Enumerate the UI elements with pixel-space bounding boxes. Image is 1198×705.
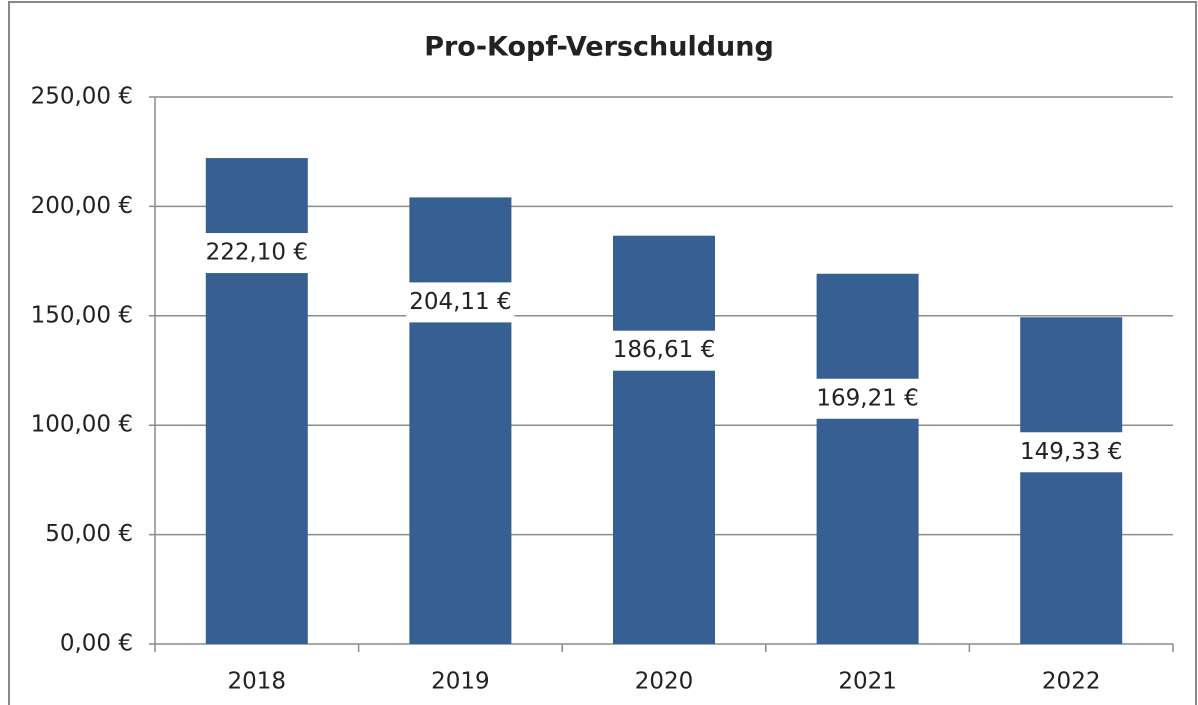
value-label-bg	[1017, 432, 1126, 473]
value-label: 204,11 €	[409, 289, 511, 315]
value-label: 149,33 €	[1020, 439, 1122, 465]
chart-border	[8, 1, 1197, 705]
value-label: 186,61 €	[613, 337, 715, 363]
bar	[409, 197, 512, 644]
y-tick-label: 50,00 €	[45, 521, 133, 547]
x-tick-label: 2018	[228, 669, 287, 695]
y-tick-label: 0,00 €	[60, 631, 133, 657]
value-label-bg	[202, 233, 311, 274]
x-tick-label: 2021	[838, 669, 897, 695]
x-tick-label: 2019	[431, 669, 490, 695]
value-label: 169,21 €	[816, 385, 918, 411]
x-tick-label: 2022	[1042, 669, 1101, 695]
y-tick-label: 250,00 €	[31, 84, 133, 110]
y-tick-label: 100,00 €	[31, 412, 133, 438]
value-label-bg	[813, 378, 922, 419]
y-tick-label: 200,00 €	[31, 193, 133, 219]
chart-title: Pro-Kopf-Verschuldung	[424, 32, 774, 63]
value-label-bg	[406, 282, 515, 323]
bar	[613, 235, 715, 644]
bar	[205, 158, 308, 644]
y-tick-label: 150,00 €	[31, 302, 133, 328]
bar	[816, 273, 919, 644]
value-label: 222,10 €	[206, 240, 308, 266]
bar	[1020, 317, 1123, 644]
x-tick-label: 2020	[635, 669, 694, 695]
value-label-bg	[610, 330, 718, 371]
